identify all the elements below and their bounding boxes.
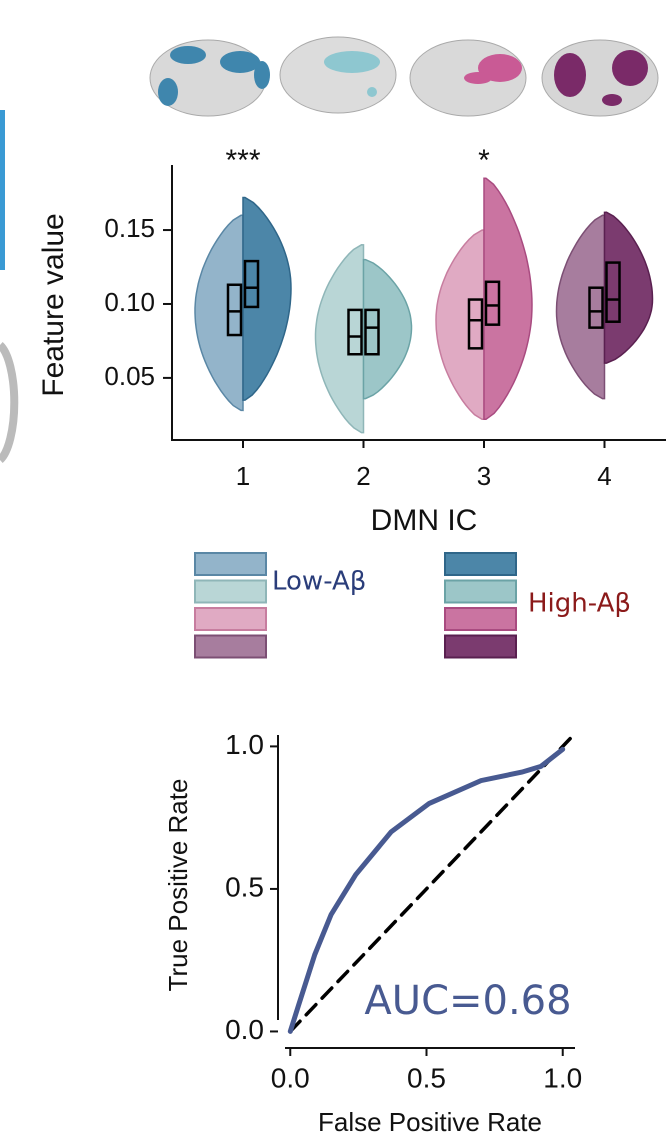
roc-curve <box>287 746 566 1034</box>
box <box>347 308 363 356</box>
x-tick-label: 1 <box>236 461 250 491</box>
y-tick-label: 0.0 <box>225 1014 264 1045</box>
legend-swatch <box>194 579 267 604</box>
reference-line <box>288 733 576 1034</box>
roc-y-label: True Positive Rate <box>163 779 193 992</box>
legend-swatch <box>444 607 517 631</box>
half-violin <box>242 196 292 401</box>
x-tick-label: 1.0 <box>543 1062 582 1093</box>
half-violin <box>362 258 413 400</box>
legend-swatch <box>194 607 267 631</box>
legend-swatch <box>444 552 517 576</box>
box <box>588 286 604 329</box>
significance: * <box>478 144 490 177</box>
x-axis-label: DMN IC <box>371 504 478 537</box>
x-tick-label: 0.0 <box>271 1062 310 1093</box>
x-tick-label: 0.5 <box>407 1062 446 1093</box>
legend-swatch <box>194 552 267 576</box>
cropped-panel-edge <box>0 342 19 463</box>
box <box>484 280 501 326</box>
x-tick-label: 2 <box>356 461 370 491</box>
box <box>226 283 243 337</box>
legend-swatch <box>444 634 517 659</box>
y-tick-label: 0.15 <box>104 213 155 243</box>
box <box>364 308 380 356</box>
y-tick-label: 1.0 <box>225 729 264 760</box>
legend-swatch <box>444 579 517 604</box>
box <box>243 259 260 309</box>
legend-label: Low-Aβ <box>272 567 366 597</box>
legend-swatch <box>194 634 267 659</box>
box <box>467 298 484 350</box>
box <box>605 261 621 323</box>
brain-renders <box>149 36 659 117</box>
y-tick-label: 0.10 <box>104 287 155 317</box>
y-axis-label: Feature value <box>37 213 70 396</box>
half-violin <box>603 211 654 364</box>
auc-annotation: AUC=0.68 <box>364 978 571 1024</box>
y-tick-label: 0.5 <box>225 871 264 902</box>
half-violin <box>314 244 365 434</box>
significance: *** <box>225 144 260 177</box>
half-violin <box>483 177 533 421</box>
y-tick-label: 0.05 <box>104 361 155 391</box>
half-violin <box>555 214 606 400</box>
half-violin <box>194 214 244 412</box>
half-violin <box>435 229 485 421</box>
legend-label: High-Aβ <box>528 589 631 619</box>
x-tick-label: 3 <box>477 461 491 491</box>
cropped-panel-edge <box>0 110 5 270</box>
roc-x-label: False Positive Rate <box>318 1107 542 1132</box>
x-tick-label: 4 <box>597 461 611 491</box>
